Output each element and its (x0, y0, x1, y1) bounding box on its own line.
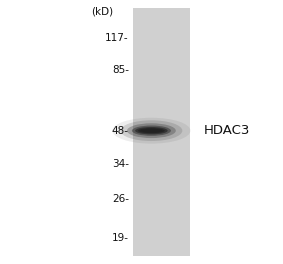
Text: 34-: 34- (112, 159, 129, 169)
Text: 19-: 19- (112, 233, 129, 243)
Ellipse shape (138, 128, 165, 133)
Text: HDAC3: HDAC3 (204, 124, 250, 137)
Text: 26-: 26- (112, 194, 129, 204)
Ellipse shape (112, 118, 190, 144)
Text: (kD): (kD) (91, 7, 113, 17)
Ellipse shape (121, 120, 182, 141)
Text: 48-: 48- (112, 126, 129, 136)
Bar (133, 8, 190, 256)
Text: 117-: 117- (105, 33, 129, 43)
Ellipse shape (127, 123, 176, 138)
Text: 85-: 85- (112, 65, 129, 75)
Ellipse shape (135, 127, 168, 134)
Ellipse shape (141, 129, 162, 133)
Ellipse shape (132, 125, 171, 136)
